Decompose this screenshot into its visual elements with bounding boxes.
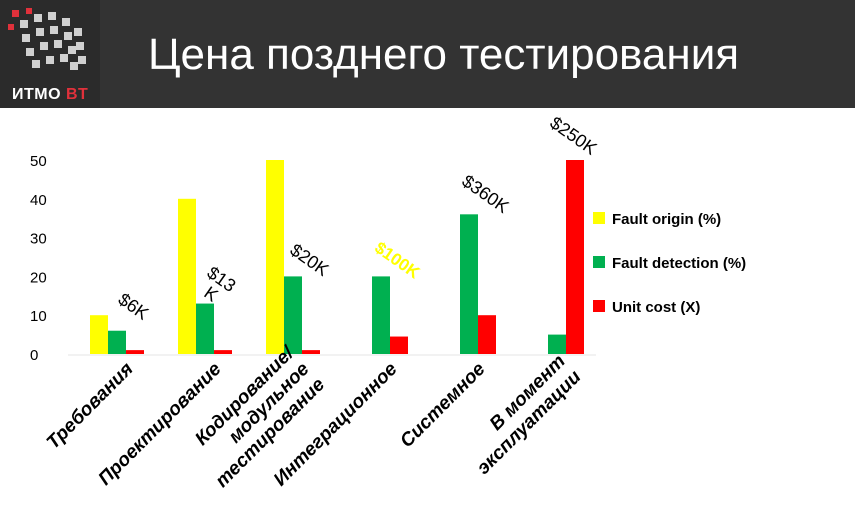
- bar: [460, 214, 478, 354]
- itmo-logo: ИТМО BT: [0, 0, 100, 108]
- y-tick-label: 0: [30, 347, 38, 364]
- logo-pattern-icon: [8, 8, 86, 70]
- bar: [566, 160, 584, 354]
- logo-name: ИТМО: [12, 86, 62, 103]
- chart-background: [0, 108, 855, 529]
- bar: [284, 276, 302, 354]
- y-tick-label: 10: [30, 308, 47, 325]
- bars: [90, 160, 584, 354]
- y-tick-label: 30: [30, 231, 47, 248]
- bar: [302, 350, 320, 354]
- bar: [90, 315, 108, 354]
- logo-text: ИТМО BT: [12, 86, 88, 104]
- y-tick-label: 50: [30, 153, 47, 170]
- legend-label: Unit cost (X): [612, 299, 700, 316]
- logo-accent: BT: [66, 86, 89, 103]
- y-tick-label: 20: [30, 269, 47, 286]
- bar: [214, 350, 232, 354]
- slide-header: ИТМО BT Цена позднего тестирования: [0, 0, 855, 108]
- legend: Fault origin (%) Fault detection (%) Unit …: [593, 211, 746, 316]
- bar: [478, 315, 496, 354]
- bar: [548, 334, 566, 354]
- bar: [126, 350, 144, 354]
- legend-swatch: [593, 212, 605, 224]
- y-tick-label: 40: [30, 192, 47, 209]
- legend-label: Fault origin (%): [612, 211, 721, 228]
- y-axis: 0 10 20 30 40 50: [30, 153, 596, 364]
- bar: [178, 198, 196, 354]
- bar: [266, 160, 284, 354]
- bar: [390, 336, 408, 354]
- bar: [108, 330, 126, 354]
- bar: [372, 276, 390, 354]
- legend-swatch: [593, 256, 605, 268]
- legend-swatch: [593, 300, 605, 312]
- legend-label: Fault detection (%): [612, 255, 746, 272]
- page-title: Цена позднего тестирования: [148, 30, 740, 79]
- bar: [196, 303, 214, 354]
